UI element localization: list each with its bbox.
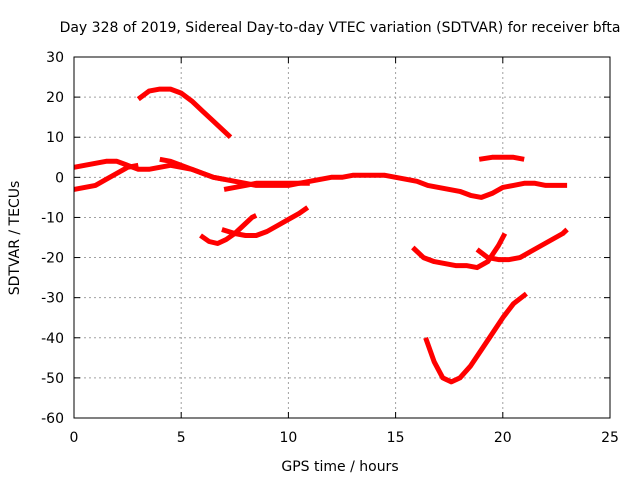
chart-title: Day 328 of 2019, Sidereal Day-to-day VTE… (60, 20, 621, 36)
y-tick-label: -40 (41, 331, 64, 347)
x-tick-label: 20 (494, 430, 512, 446)
series-arc-9 (475, 227, 569, 263)
x-tick-label: 25 (601, 430, 619, 446)
x-tick-label: 5 (177, 430, 186, 446)
series-arc-2 (73, 162, 139, 192)
x-tick-label: 15 (387, 430, 405, 446)
y-tick-label: -50 (41, 371, 64, 387)
y-tick-label: -10 (41, 210, 64, 226)
y-tick-label: -60 (41, 411, 64, 427)
series-arc-11 (478, 154, 525, 162)
y-tick-label: 30 (46, 50, 64, 66)
x-axis-label: GPS time / hours (281, 459, 398, 475)
series-arc-8 (411, 232, 508, 271)
y-tick-label: 20 (46, 90, 64, 106)
x-tick-label: 10 (279, 430, 297, 446)
y-tick-label: 0 (55, 170, 64, 186)
axis-ticks: 0 5 10 15 20 25 -60 -50 -40 -30 -20 -10 0 10 20 30 (41, 50, 619, 446)
series-arc-6 (199, 213, 258, 246)
series-arc-5 (223, 180, 310, 192)
series-arc-4 (159, 156, 568, 200)
y-tick-label: -30 (41, 291, 64, 307)
y-tick-label: 10 (46, 130, 64, 146)
grid (74, 57, 610, 418)
y-tick-label: -20 (41, 251, 64, 267)
series-arc-10 (423, 291, 528, 385)
series-arc-7 (221, 205, 310, 238)
x-tick-label: 0 (70, 430, 79, 446)
y-axis-label: SDTVAR / TECUs (7, 181, 23, 296)
plot-frame (73, 56, 611, 419)
data-series (73, 86, 569, 385)
series-arc-3 (136, 86, 233, 140)
